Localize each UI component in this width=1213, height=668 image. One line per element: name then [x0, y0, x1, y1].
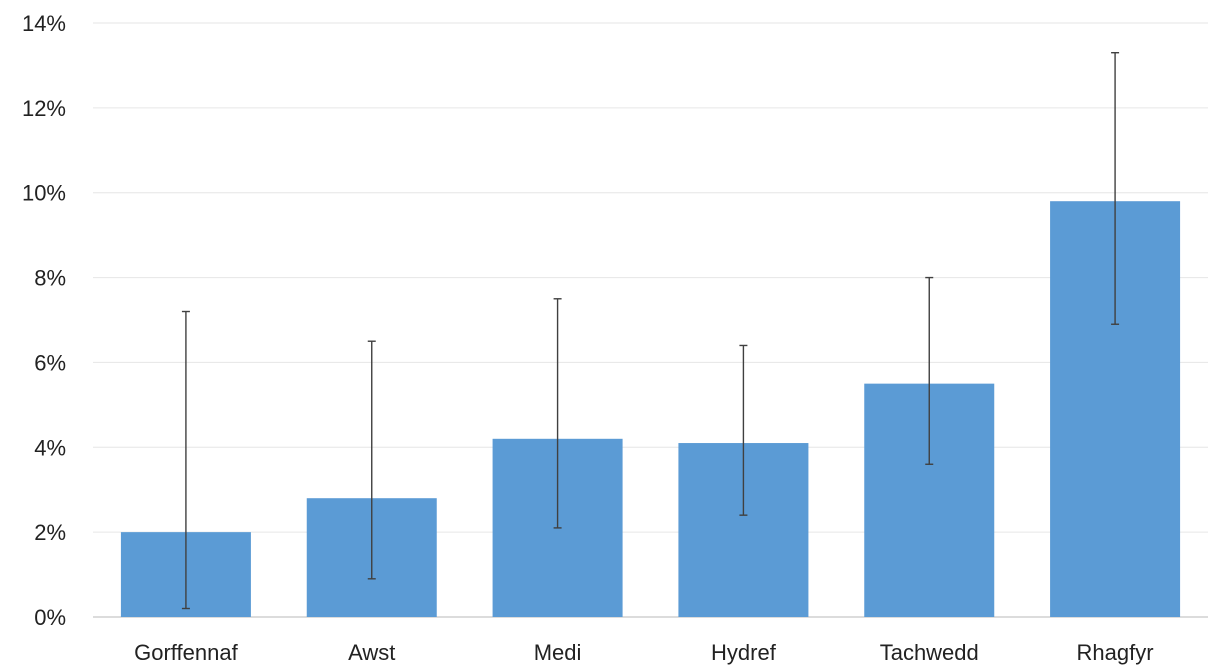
y-tick-label: 12% — [22, 96, 66, 121]
y-tick-label: 6% — [34, 350, 66, 375]
x-tick-label: Rhagfyr — [1077, 640, 1154, 665]
y-tick-label: 8% — [34, 266, 66, 291]
y-tick-label: 10% — [22, 181, 66, 206]
x-tick-label: Tachwedd — [880, 640, 979, 665]
x-tick-label: Hydref — [711, 640, 777, 665]
y-tick-label: 0% — [34, 605, 66, 630]
y-tick-label: 2% — [34, 520, 66, 545]
x-tick-label: Medi — [534, 640, 582, 665]
y-tick-label: 14% — [22, 11, 66, 36]
y-axis-ticks: 0% 2% 4% 6% 8% 10% 12% 14% — [22, 11, 66, 630]
x-tick-label: Awst — [348, 640, 395, 665]
gridlines — [93, 23, 1208, 617]
x-axis-ticks: Gorffennaf Awst Medi Hydref Tachwedd Rhagfyr — [134, 640, 1153, 665]
y-tick-label: 4% — [34, 435, 66, 460]
bars — [121, 201, 1180, 617]
x-tick-label: Gorffennaf — [134, 640, 238, 665]
